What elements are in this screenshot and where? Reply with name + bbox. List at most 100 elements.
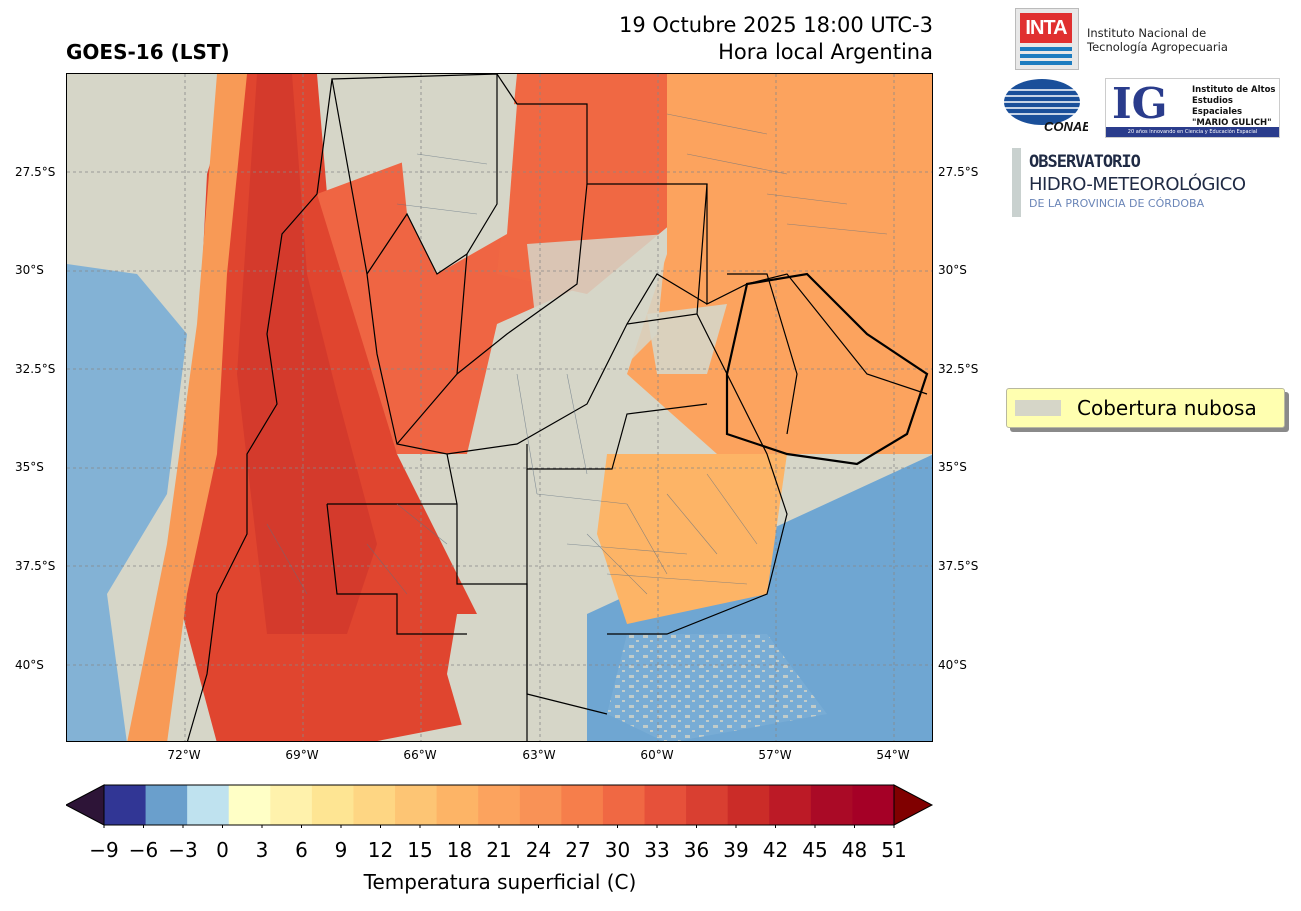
inta-stripes (1020, 47, 1072, 68)
colorbar-segment (686, 785, 729, 825)
pacific-cool-area (67, 264, 187, 741)
colorbar-segment (727, 785, 770, 825)
conae-logo: CONAE (1004, 79, 1088, 134)
colorbar-segment (145, 785, 188, 825)
colorbar-under-arrow (66, 784, 105, 826)
lat-label-right: 30°S (938, 263, 967, 277)
colorbar-segment (353, 785, 396, 825)
colorbar-segment (810, 785, 853, 825)
observatorio-name: OBSERVATORIO (1029, 152, 1141, 172)
conae-mark: CONAE (1044, 119, 1088, 134)
observatorio-logo-bar (1012, 148, 1021, 217)
colorbar-tick-label: 0 (216, 838, 229, 862)
colorbar-segment (478, 785, 521, 825)
inta-mark: INTA (1020, 13, 1072, 43)
lat-label-right: 40°S (938, 658, 967, 672)
lat-label-left: 32.5°S (15, 362, 56, 376)
ig-name-line: Estudios Espaciales (1192, 96, 1243, 117)
colorbar-tick-label: 18 (446, 838, 473, 862)
temperature-map (66, 73, 933, 742)
lon-label: 72°W (167, 748, 201, 762)
colorbar-over-arrow (893, 784, 934, 826)
ig-mark: IG (1112, 79, 1168, 128)
lat-label-left: 35°S (15, 460, 44, 474)
andes-warm-edge (127, 74, 247, 741)
colorbar-tick-label: 12 (367, 838, 394, 862)
colorbar-tick-label: −3 (168, 838, 198, 862)
colorbar-tick-label: 45 (802, 838, 828, 862)
colorbar-tick-label: 36 (683, 838, 710, 862)
lat-label-right: 37.5°S (938, 559, 979, 573)
colorbar-tick-label: 42 (762, 838, 789, 862)
province-boundaries (186, 74, 928, 741)
lon-label: 66°W (403, 748, 437, 762)
inta-logo: INTA (1015, 8, 1079, 70)
ig-name-line: "MARIO GULICH" (1192, 118, 1272, 128)
colorbar-segment (852, 785, 895, 825)
colorbar-tick-label: −6 (128, 838, 159, 862)
colorbar-segment (769, 785, 812, 825)
ig-logo: IG Instituto de Altos Estudios Espaciale… (1105, 78, 1280, 138)
lat-label-right: 32.5°S (938, 362, 979, 376)
colorbar-segment (270, 785, 313, 825)
map-timestamp: 19 Octubre 2025 18:00 UTC-3 Hora local A… (619, 12, 933, 66)
lon-label: 57°W (758, 748, 792, 762)
uruguay-border (725, 272, 929, 466)
colorbar-tick-label: 33 (644, 838, 670, 862)
colorbar-segment (561, 785, 604, 825)
colorbar-segment (311, 785, 354, 825)
lon-label: 69°W (285, 748, 319, 762)
temperature-colorbar (66, 784, 934, 828)
colorbar-tick-label: 3 (255, 838, 269, 862)
map-title: GOES-16 (LST) (66, 40, 230, 64)
lon-label: 54°W (876, 748, 910, 762)
local-time-line: Hora local Argentina (718, 40, 933, 64)
lat-label-right: 27.5°S (938, 165, 979, 179)
legend-swatch (1015, 400, 1061, 416)
colorbar-tick-label: 15 (407, 838, 433, 862)
lon-label: 63°W (522, 748, 556, 762)
colorbar-segment (187, 785, 230, 825)
ig-name: Instituto de Altos Estudios Espaciales "… (1192, 85, 1279, 129)
colorbar-title: Temperatura superficial (C) (363, 870, 637, 894)
inta-name: Instituto Nacional de Tecnología Agropec… (1087, 26, 1228, 54)
colorbar-tick-label: −9 (89, 838, 119, 862)
colorbar-tick-label: 6 (295, 838, 308, 862)
colorbar-tick-label: 51 (881, 838, 907, 862)
inta-name-line: Tecnología Agropecuaria (1087, 40, 1228, 54)
lat-label-left: 27.5°S (15, 165, 56, 179)
pampas-warm-area (597, 454, 787, 624)
cloud-patch-north (397, 104, 517, 274)
colorbar-tick-label: 24 (525, 838, 552, 862)
colorbar-tick-label: 21 (486, 838, 512, 862)
colorbar-segment (104, 785, 147, 825)
cloud-cover-legend: Cobertura nubosa (1006, 388, 1285, 428)
observatorio-name: HIDRO-METEOROLÓGICO (1029, 174, 1246, 195)
observatorio-subtitle: DE LA PROVINCIA DE CÓRDOBA (1029, 197, 1205, 210)
ig-name-line: Instituto de Altos (1192, 85, 1276, 95)
lon-label: 60°W (640, 748, 674, 762)
colorbar-tick-label: 9 (334, 838, 348, 862)
colorbar-segment (602, 785, 646, 825)
northeast-warm-area (627, 74, 932, 454)
lat-label-right: 35°S (938, 460, 967, 474)
colorbar-tick-label: 30 (604, 838, 631, 862)
legend-label: Cobertura nubosa (1077, 396, 1257, 420)
colorbar-tick-label: 39 (723, 838, 749, 862)
graticule (67, 74, 932, 741)
date-line: 19 Octubre 2025 18:00 UTC-3 (619, 13, 933, 37)
lat-label-left: 30°S (15, 263, 44, 277)
colorbar-segment (395, 785, 438, 825)
department-boundaries (266, 113, 888, 595)
map-canvas (67, 74, 932, 741)
ig-tagline: 20 años innovando en Ciencia y Educación… (1106, 127, 1279, 137)
colorbar-segment (436, 785, 479, 825)
colorbar-tick-label: 48 (841, 838, 868, 862)
lat-label-left: 40°S (15, 658, 44, 672)
lat-label-left: 37.5°S (15, 559, 56, 573)
colorbar-tick-label: 27 (565, 838, 591, 862)
colorbar-segment (519, 785, 562, 825)
inta-name-line: Instituto Nacional de (1087, 26, 1207, 40)
colorbar-segment (644, 785, 687, 825)
colorbar-segment (228, 785, 271, 825)
